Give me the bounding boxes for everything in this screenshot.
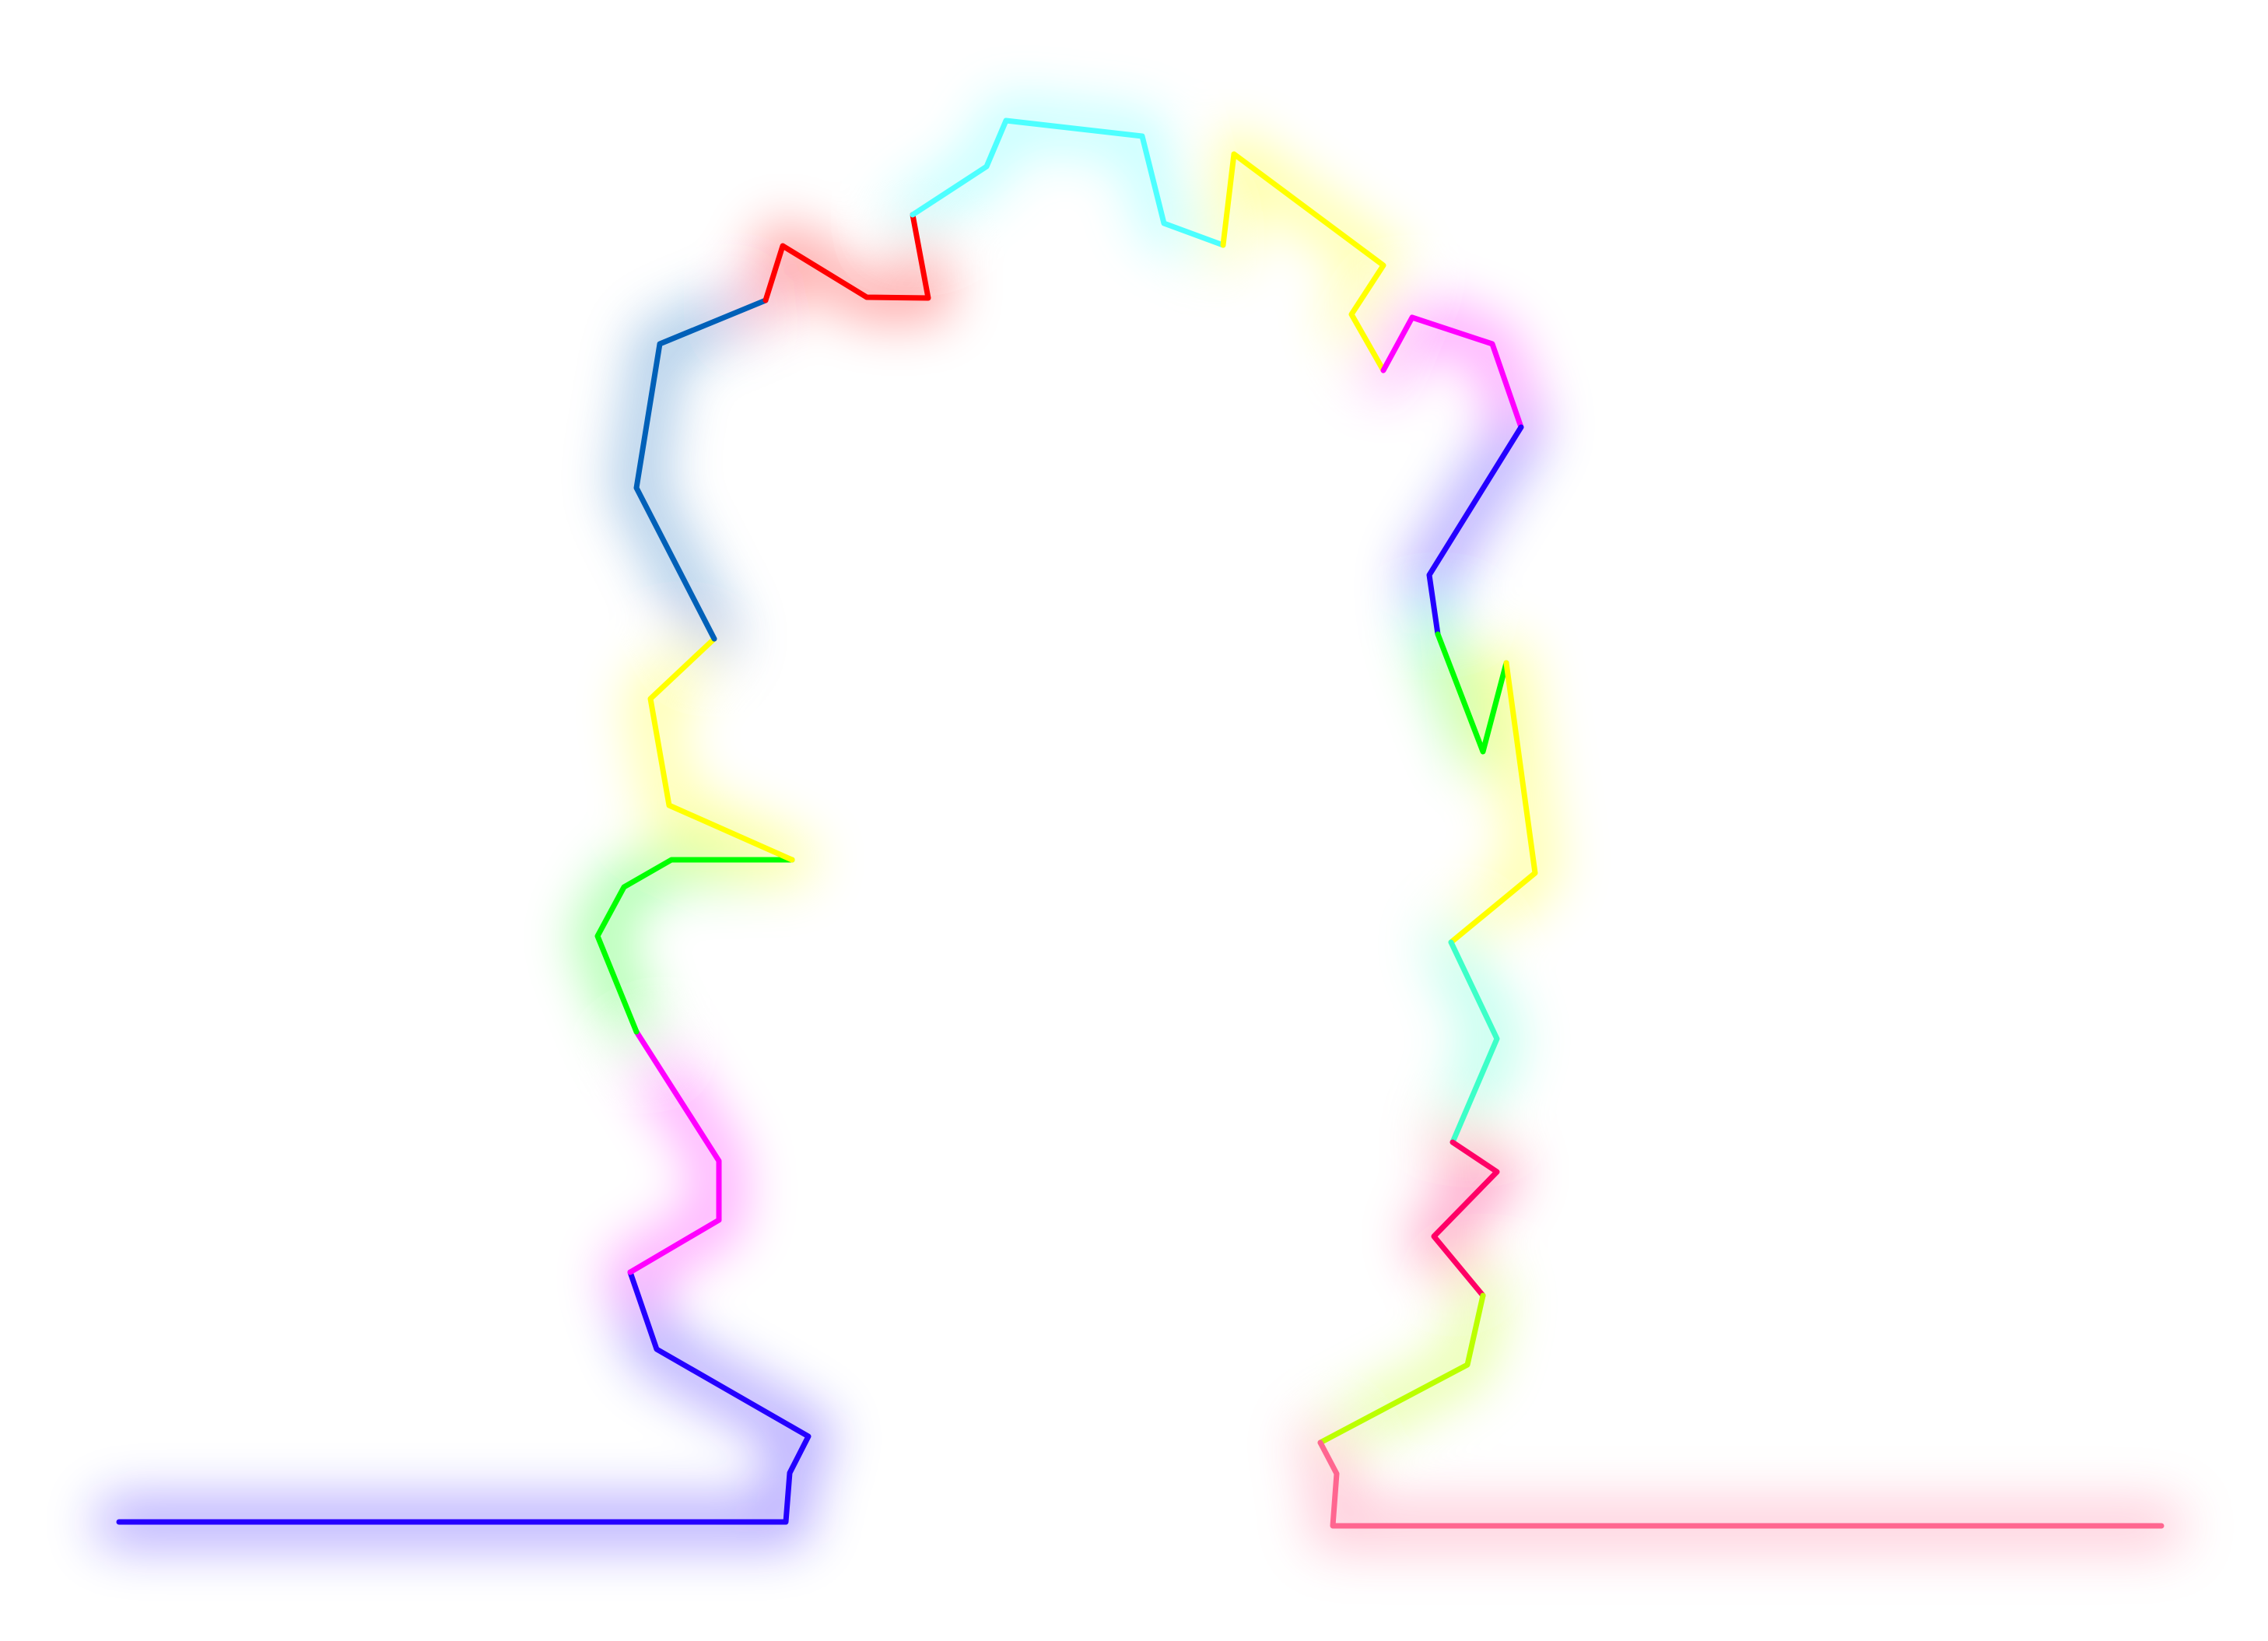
red-top-line <box>762 212 931 303</box>
yellow-left-line <box>647 636 795 863</box>
yellow-top-line <box>1220 151 1386 373</box>
lime-right-line <box>1317 1292 1486 1446</box>
yellow-right-line <box>1448 660 1538 945</box>
blue-right-line <box>1426 424 1524 637</box>
blue-ground-left-line <box>116 1269 812 1525</box>
magenta-left-line <box>627 1029 722 1275</box>
steel-blue-left-line <box>633 297 769 642</box>
line-layer <box>116 117 2165 1529</box>
crimson-right-line <box>1431 1139 1500 1299</box>
green-left-line <box>594 857 795 1035</box>
green-right-line <box>1435 631 1509 755</box>
magenta-right-line <box>1380 314 1524 430</box>
aqua-right-line <box>1448 939 1500 1145</box>
pink-ground-right-line <box>1317 1439 2165 1529</box>
cyan-top-line <box>910 117 1226 248</box>
